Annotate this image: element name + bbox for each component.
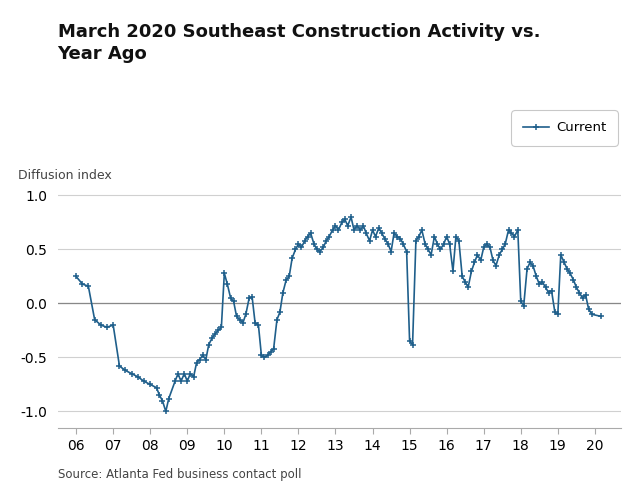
Current bbox=[582, 292, 589, 298]
Current bbox=[162, 409, 170, 415]
Current bbox=[520, 303, 527, 309]
Current bbox=[452, 234, 460, 240]
Current bbox=[348, 214, 355, 220]
Text: Diffusion index: Diffusion index bbox=[18, 169, 112, 182]
Text: Source: Atlanta Fed business contact poll: Source: Atlanta Fed business contact pol… bbox=[58, 468, 301, 481]
Current bbox=[545, 290, 552, 295]
Legend: Current: Current bbox=[515, 114, 614, 142]
Current bbox=[597, 313, 605, 319]
Current bbox=[350, 227, 358, 233]
Current bbox=[551, 309, 559, 315]
Line: Current: Current bbox=[73, 214, 605, 415]
Text: March 2020 Southeast Construction Activity vs.
Year Ago: March 2020 Southeast Construction Activi… bbox=[58, 23, 540, 63]
Current bbox=[72, 274, 80, 279]
